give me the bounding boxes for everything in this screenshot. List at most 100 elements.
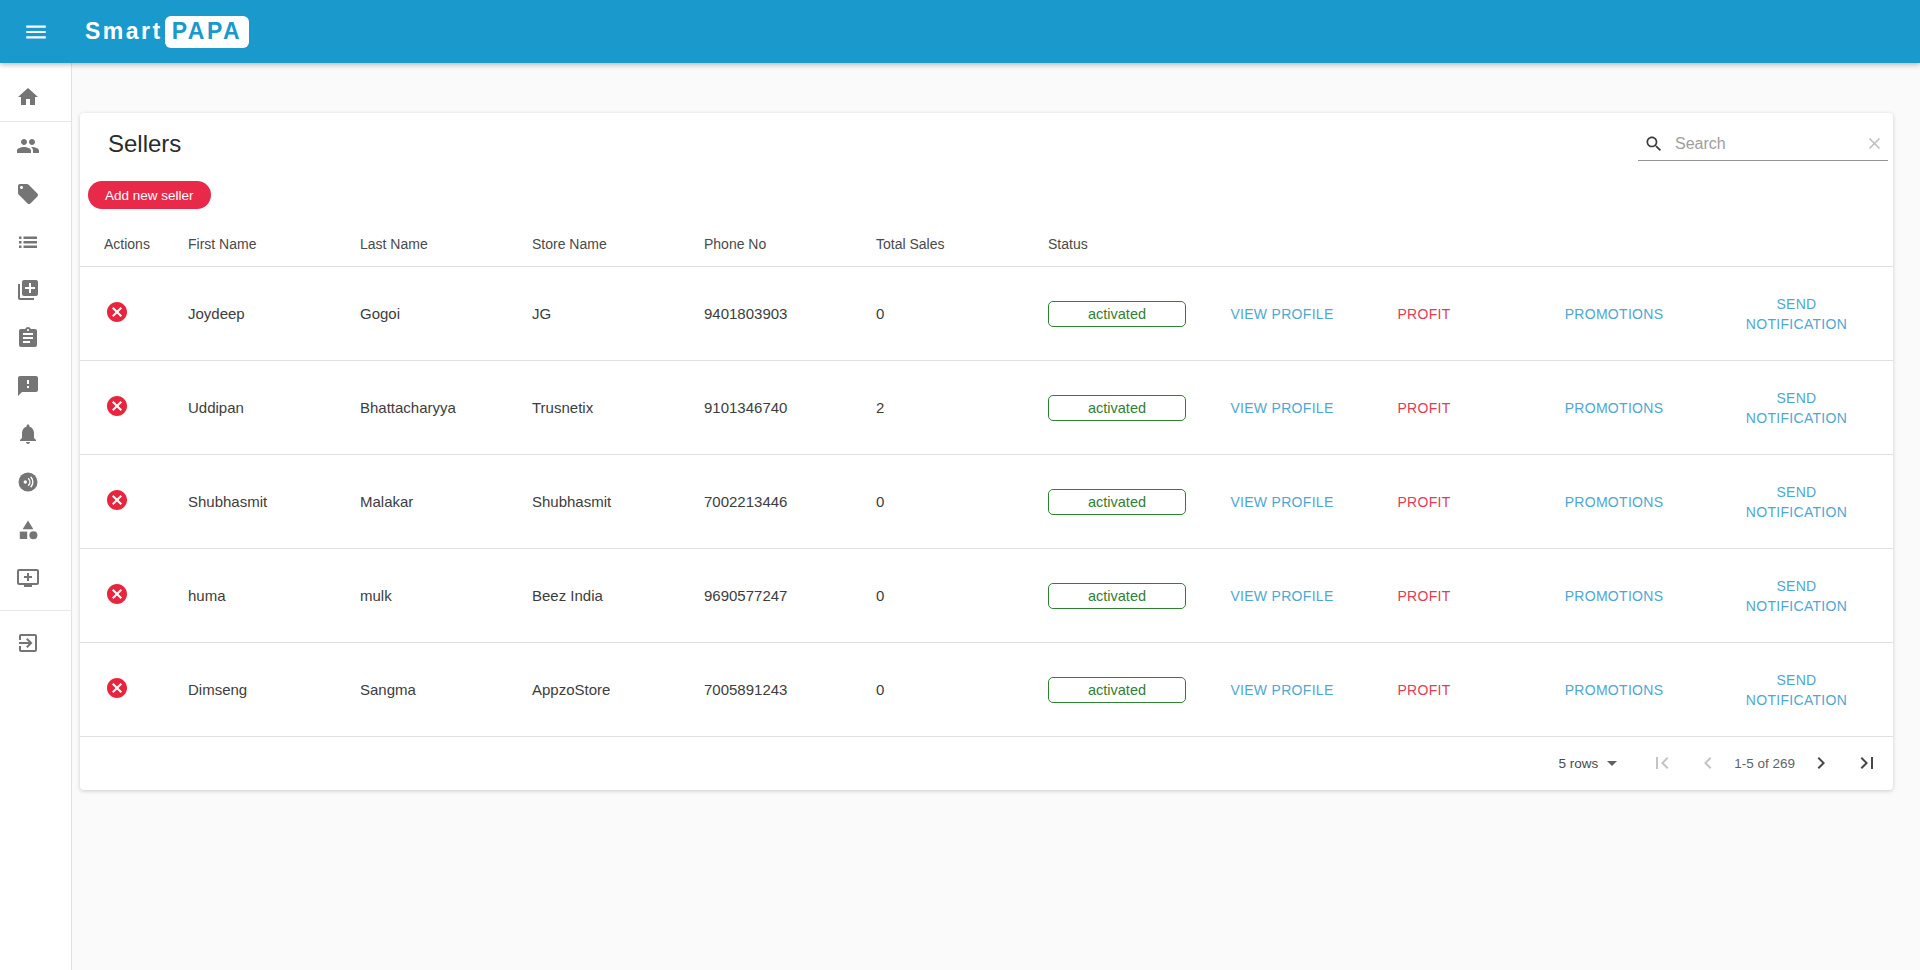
cancel-icon [105, 488, 129, 512]
sidebar-item-reports[interactable] [0, 314, 71, 362]
store-name-cell: AppzoStore [532, 681, 704, 698]
sidebar-item-offers[interactable] [0, 170, 71, 218]
status-badge: activated [1048, 489, 1186, 515]
rows-per-page-select[interactable]: 5 rows [1558, 751, 1624, 775]
bell-icon [16, 422, 40, 446]
chevron-right-icon [1809, 751, 1833, 775]
phone-no-cell: 7005891243 [704, 681, 876, 698]
tag-icon [16, 182, 40, 206]
profit-link[interactable]: PROFIT [1397, 306, 1450, 322]
view-profile-link[interactable]: VIEW PROFILE [1230, 682, 1333, 698]
first-name-cell: Dimseng [188, 681, 360, 698]
sidebar-item-notifications[interactable] [0, 410, 71, 458]
phone-no-cell: 9401803903 [704, 305, 876, 322]
sidebar-item-add-library[interactable] [0, 266, 71, 314]
send-notification-link[interactable]: SEND NOTIFICATION [1731, 482, 1863, 522]
search-icon [1644, 134, 1664, 154]
rows-per-page-label: 5 rows [1558, 756, 1598, 771]
last-name-cell: Gogoi [360, 305, 532, 322]
header-actions: Actions [104, 236, 188, 252]
first-name-cell: huma [188, 587, 360, 604]
close-icon [1865, 134, 1884, 153]
promotions-link[interactable]: PROMOTIONS [1565, 400, 1664, 416]
search-input[interactable] [1673, 134, 1861, 154]
first-page-icon [1650, 751, 1674, 775]
last-name-cell: Bhattacharyya [360, 399, 532, 416]
sidebar-item-sellers[interactable] [0, 122, 71, 170]
seller-row: Joydeep Gogoi JG 9401803903 0 activated … [80, 267, 1893, 361]
shapes-icon [16, 518, 40, 542]
header-status: Status [1048, 236, 1220, 252]
store-name-cell: Trusnetix [532, 399, 704, 416]
deactivate-seller-button[interactable] [105, 300, 129, 324]
next-page-button[interactable] [1809, 751, 1833, 775]
first-name-cell: Joydeep [188, 305, 360, 322]
sidebar-item-home[interactable] [0, 73, 71, 121]
seller-row: Uddipan Bhattacharyya Trusnetix 91013467… [80, 361, 1893, 455]
profit-link[interactable]: PROFIT [1397, 682, 1450, 698]
send-notification-link[interactable]: SEND NOTIFICATION [1731, 670, 1863, 710]
sidebar-item-orders[interactable] [0, 218, 71, 266]
promotions-link[interactable]: PROMOTIONS [1565, 588, 1664, 604]
cancel-icon [105, 582, 129, 606]
last-name-cell: mulk [360, 587, 532, 604]
view-profile-link[interactable]: VIEW PROFILE [1230, 306, 1333, 322]
sellers-card: Sellers Add new seller Actions First Nam… [80, 113, 1893, 790]
sidebar-item-categories[interactable] [0, 506, 71, 554]
total-sales-cell: 0 [876, 305, 1048, 322]
phone-no-cell: 7002213446 [704, 493, 876, 510]
view-profile-link[interactable]: VIEW PROFILE [1230, 588, 1333, 604]
status-badge: activated [1048, 583, 1186, 609]
brand-badge: PAPA [165, 16, 250, 48]
last-page-button[interactable] [1855, 751, 1879, 775]
pagination-bar: 5 rows 1-5 of 269 [80, 737, 1893, 789]
deactivate-seller-button[interactable] [105, 488, 129, 512]
deactivate-seller-button[interactable] [105, 582, 129, 606]
previous-page-button[interactable] [1696, 751, 1720, 775]
profit-link[interactable]: PROFIT [1397, 494, 1450, 510]
sidebar-item-feedback[interactable] [0, 362, 71, 410]
status-badge: activated [1048, 395, 1186, 421]
last-name-cell: Malakar [360, 493, 532, 510]
first-page-button[interactable] [1650, 751, 1674, 775]
sidebar-item-add-to-queue[interactable] [0, 554, 71, 602]
store-name-cell: JG [532, 305, 704, 322]
phone-no-cell: 9101346740 [704, 399, 876, 416]
status-badge: activated [1048, 677, 1186, 703]
add-new-seller-button[interactable]: Add new seller [88, 181, 211, 209]
store-name-cell: Shubhasmit [532, 493, 704, 510]
sidebar-item-logout[interactable] [0, 619, 71, 667]
view-profile-link[interactable]: VIEW PROFILE [1230, 494, 1333, 510]
brand-logo: SmartPAPA [85, 16, 249, 48]
feedback-icon [16, 374, 40, 398]
send-notification-link[interactable]: SEND NOTIFICATION [1731, 576, 1863, 616]
seller-row: Shubhasmit Malakar Shubhasmit 7002213446… [80, 455, 1893, 549]
profit-link[interactable]: PROFIT [1397, 400, 1450, 416]
send-notification-link[interactable]: SEND NOTIFICATION [1731, 388, 1863, 428]
library-add-icon [16, 278, 40, 302]
cancel-icon [105, 676, 129, 700]
sidebar-item-broadcast[interactable] [0, 458, 71, 506]
header-first-name: First Name [188, 236, 360, 252]
total-sales-cell: 0 [876, 493, 1048, 510]
status-badge: activated [1048, 301, 1186, 327]
profit-link[interactable]: PROFIT [1397, 588, 1450, 604]
chevron-left-icon [1696, 751, 1720, 775]
clear-search-button[interactable] [1865, 134, 1884, 153]
search-box [1638, 127, 1888, 161]
clipboard-icon [16, 326, 40, 350]
promotions-link[interactable]: PROMOTIONS [1565, 306, 1664, 322]
header-store-name: Store Name [532, 236, 704, 252]
sellers-table: Actions First Name Last Name Store Name … [80, 221, 1893, 737]
promotions-link[interactable]: PROMOTIONS [1565, 682, 1664, 698]
sidebar-divider [0, 610, 71, 611]
menu-button[interactable] [23, 19, 49, 45]
people-icon [16, 134, 40, 158]
last-name-cell: Sangma [360, 681, 532, 698]
view-profile-link[interactable]: VIEW PROFILE [1230, 400, 1333, 416]
deactivate-seller-button[interactable] [105, 394, 129, 418]
promotions-link[interactable]: PROMOTIONS [1565, 494, 1664, 510]
cancel-icon [105, 300, 129, 324]
send-notification-link[interactable]: SEND NOTIFICATION [1731, 294, 1863, 334]
deactivate-seller-button[interactable] [105, 676, 129, 700]
